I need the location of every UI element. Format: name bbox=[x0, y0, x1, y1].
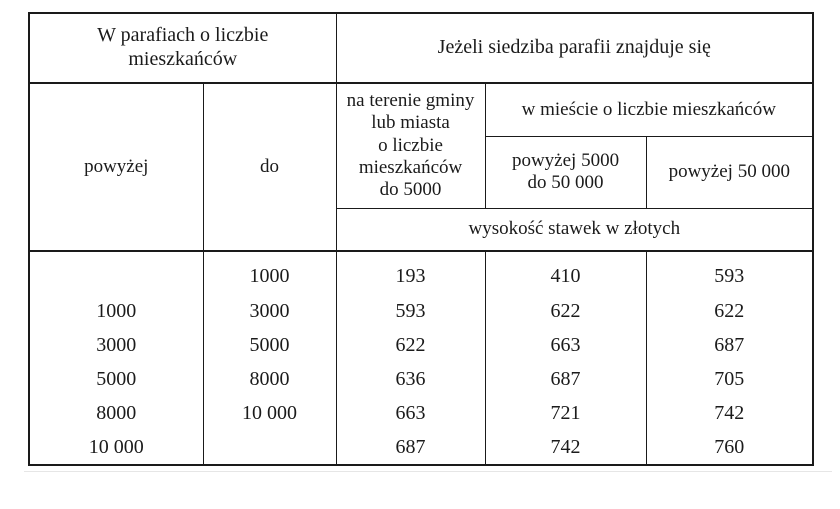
cell-city-large-rate: 622 bbox=[645, 295, 814, 329]
cell-city-large-rate: 687 bbox=[645, 329, 814, 363]
cell-powyzej: 1000 bbox=[28, 295, 204, 329]
cell-gmina-rate: 622 bbox=[335, 329, 486, 363]
cell-powyzej: 5000 bbox=[28, 363, 204, 397]
header-city-5000-50000: powyżej 5000 do 50 000 bbox=[484, 135, 647, 209]
cell-gmina-rate: 593 bbox=[335, 295, 486, 329]
cell-city-small-rate: 687 bbox=[484, 363, 647, 397]
cell-do: 5000 bbox=[202, 329, 337, 363]
header-city-over-50000: powyżej 50 000 bbox=[645, 135, 814, 209]
rates-caption: wysokość stawek w złotych bbox=[335, 207, 814, 252]
cell-city-small-rate: 622 bbox=[484, 295, 647, 329]
header-parish-group: W parafiach o liczbie mieszkańców bbox=[28, 12, 337, 84]
page-bottom-rule bbox=[24, 471, 832, 472]
cell-do: 10 000 bbox=[202, 397, 337, 431]
header-do: do bbox=[202, 82, 337, 252]
rates-caption-row: wysokość stawek w złotych bbox=[29, 207, 814, 252]
cell-gmina-rate: 687 bbox=[335, 431, 486, 465]
cell-powyzej: 10 000 bbox=[28, 431, 204, 465]
table-row: 5000 8000 636 687 705 bbox=[28, 363, 814, 397]
cell-do bbox=[202, 431, 337, 465]
table-row: 1000 3000 593 622 622 bbox=[28, 295, 814, 329]
table-row: 10 000 687 742 760 bbox=[28, 431, 814, 465]
cell-city-large-rate: 760 bbox=[645, 431, 814, 465]
cell-gmina-rate: 663 bbox=[335, 397, 486, 431]
cell-city-small-rate: 721 bbox=[484, 397, 647, 431]
cell-city-small-rate: 742 bbox=[484, 431, 647, 465]
cell-city-small-rate: 410 bbox=[484, 250, 647, 295]
cell-gmina-rate: 636 bbox=[335, 363, 486, 397]
parish-rates-table: W parafiach o liczbie mieszkańców Jeżeli… bbox=[28, 12, 815, 466]
cell-do: 8000 bbox=[202, 363, 337, 397]
table-row: 3000 5000 622 663 687 bbox=[28, 329, 814, 363]
header-row-top: W parafiach o liczbie mieszkańców Jeżeli… bbox=[28, 12, 814, 84]
header-row-middle: powyżej do na terenie gminy lub miasta o… bbox=[28, 82, 814, 252]
header-city-group: w mieście o liczbie mieszkańców bbox=[484, 82, 814, 137]
cell-city-large-rate: 742 bbox=[645, 397, 814, 431]
header-gmina: na terenie gminy lub miasta o liczbie mi… bbox=[335, 82, 486, 209]
cell-do: 1000 bbox=[202, 250, 337, 295]
cell-city-large-rate: 593 bbox=[645, 250, 814, 295]
cell-powyzej: 3000 bbox=[28, 329, 204, 363]
cell-powyzej: 8000 bbox=[28, 397, 204, 431]
cell-gmina-rate: 193 bbox=[335, 250, 486, 295]
header-powyzej: powyżej bbox=[28, 82, 204, 252]
cell-city-small-rate: 663 bbox=[484, 329, 647, 363]
cell-city-large-rate: 705 bbox=[645, 363, 814, 397]
table-row: 8000 10 000 663 721 742 bbox=[28, 397, 814, 431]
table-row: 1000 193 410 593 bbox=[28, 250, 814, 295]
cell-powyzej bbox=[28, 250, 204, 295]
header-seat-group: Jeżeli siedziba parafii znajduje się bbox=[335, 12, 814, 84]
cell-do: 3000 bbox=[202, 295, 337, 329]
